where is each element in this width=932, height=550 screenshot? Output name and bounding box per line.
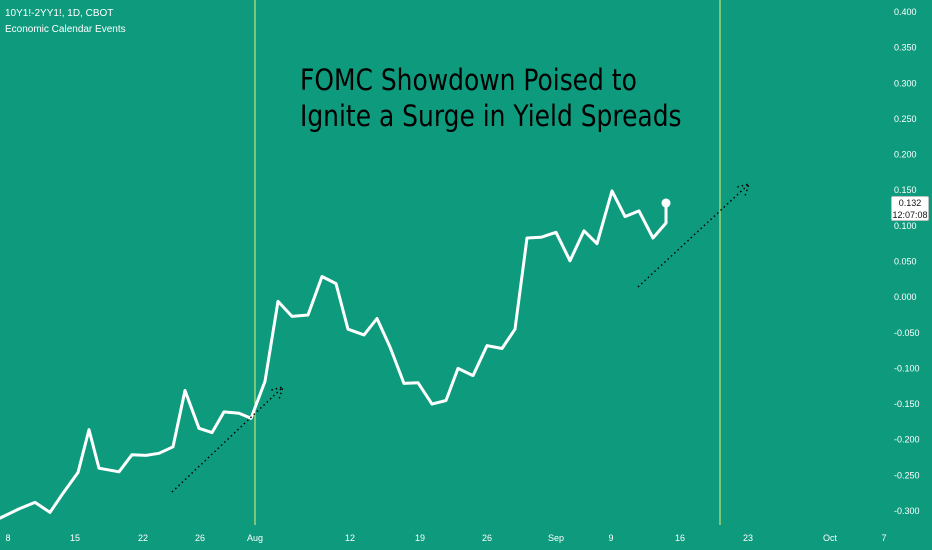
y-tick-label: 0.100 [894, 221, 917, 231]
economic-event-lines [254, 0, 721, 525]
y-tick-label: -0.300 [894, 506, 920, 516]
x-tick-label: 9 [608, 533, 613, 543]
symbol-label[interactable]: 10Y1!-2YY1!, 1D, CBOT [5, 8, 114, 19]
y-tick-label: -0.200 [894, 435, 920, 445]
y-tick-label: -0.250 [894, 470, 920, 480]
x-tick-label: 7 [881, 533, 886, 543]
x-tick-label: 8 [5, 533, 10, 543]
time-axis[interactable]: 8 15 22 26 Aug 12 19 26 Sep 9 16 23 Oct 7 [5, 533, 886, 543]
last-point-marker [661, 198, 671, 208]
x-tick-label: 15 [70, 533, 80, 543]
x-tick-label: 23 [743, 533, 753, 543]
y-tick-label: 0.150 [894, 185, 917, 195]
series-line [0, 189, 668, 520]
series-line-group [0, 189, 671, 520]
y-tick-label: 0.350 [894, 43, 917, 53]
annotation-arrows [171, 182, 751, 493]
annotation-text[interactable]: FOMC Showdown Poised to Ignite a Surge i… [300, 62, 682, 134]
arrow-september [637, 183, 750, 288]
x-tick-label: 22 [138, 533, 148, 543]
x-tick-label: 26 [482, 533, 492, 543]
y-tick-label: -0.050 [894, 328, 920, 338]
arrow-august [171, 386, 284, 493]
bar-countdown: 12:07:08 [892, 210, 928, 220]
y-tick-label: 0.400 [894, 7, 917, 17]
x-tick-label: Sep [548, 533, 564, 543]
price-axis[interactable]: 0.400 0.350 0.300 0.250 0.200 0.150 0.100 0.050… [894, 7, 920, 516]
y-tick-label: -0.150 [894, 399, 920, 409]
y-tick-label: 0.300 [894, 78, 917, 88]
y-tick-label: 0.250 [894, 114, 917, 124]
indicator-label[interactable]: Economic Calendar Events [5, 24, 126, 35]
last-price-badge: 0.132 12:07:08 [891, 196, 929, 221]
x-tick-label: 26 [195, 533, 205, 543]
annotation-line-2: Ignite a Surge in Yield Spreads [300, 99, 682, 133]
y-tick-label: 0.050 [894, 257, 917, 267]
y-tick-label: 0.000 [894, 292, 917, 302]
x-tick-label: 19 [415, 533, 425, 543]
y-tick-label: -0.100 [894, 363, 920, 373]
x-tick-label: Oct [823, 533, 838, 543]
x-tick-label: 16 [675, 533, 685, 543]
y-tick-label: 0.200 [894, 150, 917, 160]
x-tick-label: Aug [247, 533, 263, 543]
annotation-line-1: FOMC Showdown Poised to [300, 63, 637, 97]
last-price-value: 0.132 [898, 198, 922, 208]
x-tick-label: 12 [345, 533, 355, 543]
